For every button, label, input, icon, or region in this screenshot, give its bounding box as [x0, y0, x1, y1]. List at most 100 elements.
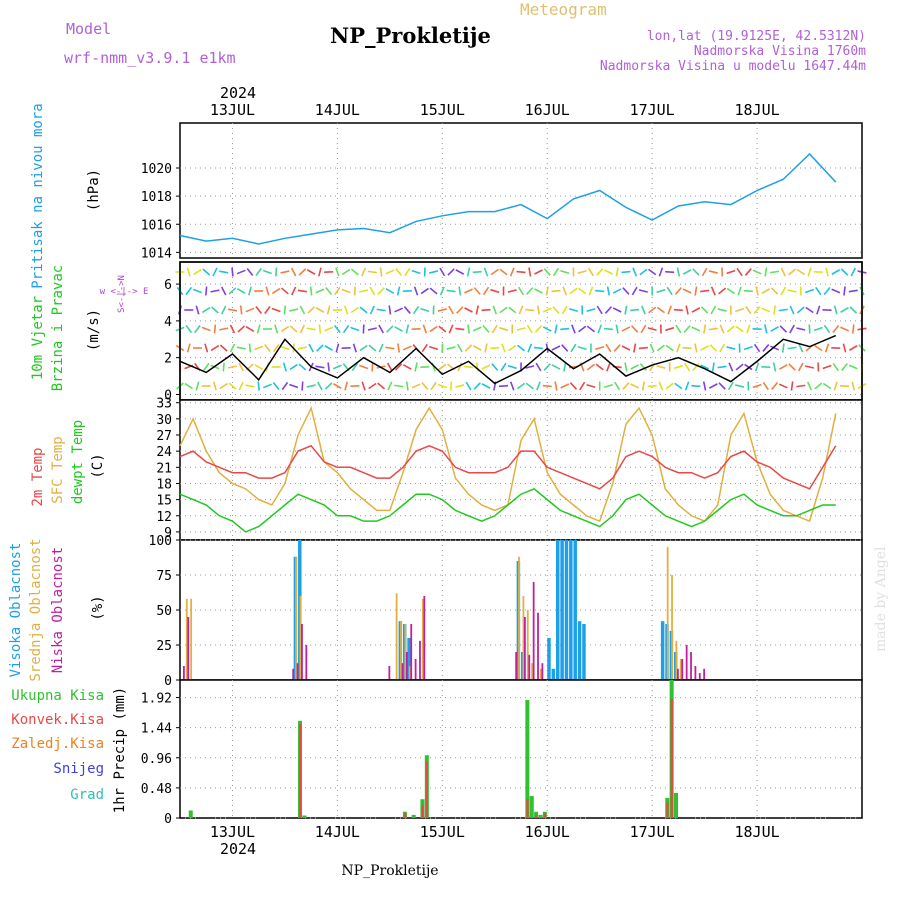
wind-arrow: [507, 289, 517, 293]
wind-arrow: [472, 326, 482, 332]
conv-precip-bar: [543, 812, 547, 818]
wind-arrow: [500, 362, 507, 372]
wind-arrow: [437, 308, 447, 312]
wind-arrow: [405, 381, 409, 391]
wind-arrow: [787, 346, 797, 350]
low-cloud-bar: [301, 624, 303, 680]
wind-arrow: [691, 384, 701, 388]
wind-arrow: [264, 343, 271, 353]
wind-arrow: [446, 346, 456, 350]
wind-arrow: [501, 343, 506, 353]
wind-arrow: [708, 270, 718, 274]
wind-arrow: [773, 305, 776, 315]
wind-arrow: [324, 326, 334, 332]
wind-arrow: [631, 325, 639, 333]
wind-arrow: [369, 286, 376, 296]
total-precip-bar: [188, 810, 193, 818]
wind-arrow: [526, 287, 534, 295]
wind-arrow: [281, 381, 289, 391]
wind-arrow: [483, 267, 489, 277]
wind-arrow: [306, 384, 316, 388]
wind-arrow: [753, 306, 761, 314]
wind-arrow: [359, 289, 369, 293]
wind-arrow: [482, 286, 490, 296]
wind-arrow: [238, 362, 244, 372]
year-top: 2024: [220, 84, 256, 102]
wind-arrow: [682, 346, 692, 350]
wind-arrow: [350, 306, 360, 314]
mid-cloud-bar: [185, 598, 188, 680]
wind-arrow: [577, 345, 587, 351]
wind-arrow: [569, 287, 578, 295]
wind-arrow: [446, 289, 456, 293]
wind-arrow: [736, 267, 743, 277]
wind-arrow: [237, 325, 246, 333]
pressure-tick-label: 1020: [141, 162, 172, 177]
footer-title: NP_Prokletije: [341, 863, 438, 879]
wind-arrow: [308, 343, 314, 353]
wind-arrow: [848, 289, 858, 293]
temp-frame: [179, 399, 863, 541]
wind-arrow: [789, 324, 795, 334]
mid-cloud-bar: [531, 663, 534, 680]
wind-arrow: [796, 327, 806, 331]
wind-arrow: [825, 267, 829, 277]
wind-arrow: [676, 343, 681, 353]
wind-arrow: [605, 343, 612, 353]
wind-arrow: [186, 267, 191, 277]
wind-arrow: [420, 287, 429, 295]
wind-arrow: [735, 363, 744, 371]
wind-arrow: [700, 306, 709, 314]
wind-arrow: [624, 362, 628, 372]
wind-arrow: [805, 288, 815, 294]
wind-arrow: [621, 270, 631, 274]
dewpt-line: [179, 487, 836, 533]
mid-cloud-bar: [518, 556, 520, 680]
low-cloud-bar: [681, 659, 684, 680]
wind-arrow: [245, 384, 255, 388]
wind-arrow: [762, 344, 770, 352]
wind-arrow: [694, 343, 698, 353]
wind-arrow: [307, 306, 315, 314]
wind-arrow: [221, 305, 227, 315]
wind-arrow: [516, 270, 526, 274]
wind-arrow: [210, 344, 220, 352]
wind-arrow: [192, 288, 202, 294]
wind-arrow: [615, 324, 619, 334]
wind-arrow: [195, 381, 200, 391]
wind-arrow: [769, 270, 780, 274]
wind-arrow: [596, 268, 604, 276]
wind-arrow: [326, 305, 331, 315]
mid-cloud-bar: [522, 596, 525, 680]
wind-arrow: [633, 343, 637, 353]
wind-arrow: [525, 308, 535, 312]
wind-tick-label: 4: [164, 315, 172, 330]
wind-arrow: [429, 345, 439, 351]
wind-arrow: [587, 267, 595, 277]
wind-arrow: [709, 344, 718, 352]
day-label-bottom: 14JUL: [315, 823, 360, 841]
high-cloud-bar: [573, 540, 577, 680]
pressure-panel: 1014 1016 1018 1020: [141, 122, 863, 261]
wind-arrow: [717, 365, 727, 369]
wind-arrow: [315, 307, 325, 313]
mid-cloud-bar: [539, 668, 542, 680]
wind-arrow: [673, 308, 683, 312]
temp-label-2: SFC Temp: [50, 436, 66, 503]
wind-arrow: [781, 343, 785, 353]
wind-arrow: [499, 268, 508, 276]
wind-arrow: [421, 343, 429, 353]
wind-arrow: [309, 286, 313, 296]
wind-arrow: [703, 324, 707, 334]
conv-precip-bar: [526, 799, 529, 818]
low-cloud-bar: [305, 645, 308, 680]
wind-arrow: [691, 307, 701, 313]
day-label-bottom: 13JUL: [210, 823, 255, 841]
high-cloud-bar: [547, 638, 551, 680]
high-cloud-bar: [577, 621, 582, 680]
wind-arrow: [236, 287, 246, 295]
wind-arrow: [231, 267, 234, 277]
wind-arrow: [603, 327, 613, 331]
wind-arrow: [536, 381, 541, 391]
wind-arrow: [676, 267, 681, 277]
